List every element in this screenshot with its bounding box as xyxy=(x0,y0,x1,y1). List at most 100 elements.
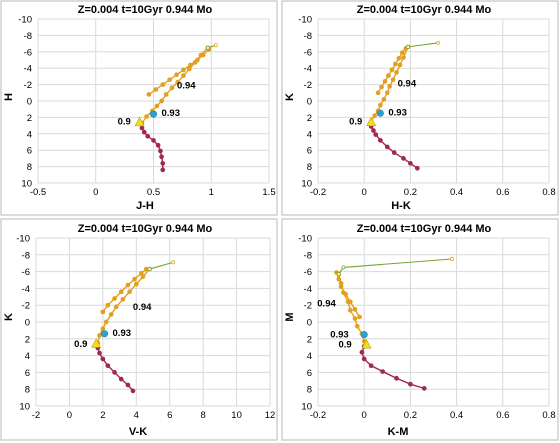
x-tick-label: 1 xyxy=(209,187,214,198)
data-point xyxy=(391,150,397,156)
data-point xyxy=(145,133,151,139)
x-tick-label: 4 xyxy=(134,410,139,421)
x-tick-label: 12 xyxy=(265,410,276,421)
data-point xyxy=(406,44,411,49)
data-point xyxy=(394,375,399,381)
y-tick-label: 8 xyxy=(27,162,32,173)
x-tick-label: 8 xyxy=(200,410,205,421)
y-tick-label: -10 xyxy=(18,15,32,26)
data-point xyxy=(160,160,166,166)
mass-label-093: 0.93 xyxy=(113,328,131,339)
data-point xyxy=(154,103,160,109)
data-point xyxy=(373,132,379,137)
data-point xyxy=(401,55,406,60)
mass-label-094: 0.94 xyxy=(398,79,417,90)
panel-frame xyxy=(0,0,278,216)
y-tick-label: -4 xyxy=(24,64,32,75)
x-tick-label: 0.6 xyxy=(496,187,509,198)
y-tick-label: -6 xyxy=(22,267,30,278)
x-tick-label: 0.8 xyxy=(542,410,555,421)
data-point xyxy=(382,78,388,84)
y-tick-label: 10 xyxy=(301,179,312,190)
y-tick-label: 6 xyxy=(307,146,312,157)
data-point xyxy=(354,323,360,329)
data-point xyxy=(386,73,391,78)
marker-09 xyxy=(366,116,377,127)
y-tick-label: -6 xyxy=(304,267,312,278)
data-point xyxy=(361,356,367,362)
x-tick-label: 0.8 xyxy=(542,187,555,198)
mass-label-09: 0.9 xyxy=(339,340,352,351)
x-tick-label: 0 xyxy=(362,410,367,421)
data-point xyxy=(118,289,124,295)
y-tick-label: 2 xyxy=(307,113,312,124)
data-point xyxy=(100,326,106,332)
y-tick-label: 0 xyxy=(25,318,30,329)
data-point xyxy=(379,84,384,90)
data-point xyxy=(396,56,402,61)
data-point xyxy=(100,356,106,362)
x-tick-label: 0 xyxy=(93,187,98,198)
data-point xyxy=(159,98,164,104)
data-point xyxy=(100,309,106,315)
data-point xyxy=(213,43,218,48)
data-point xyxy=(181,67,186,73)
data-point xyxy=(181,73,186,78)
y-tick-label: 4 xyxy=(27,129,32,140)
chart-title: Z=0.004 t=10Gyr 0.944 Mo xyxy=(357,223,492,235)
data-point xyxy=(141,129,147,135)
y-axis-title: H xyxy=(3,93,15,101)
y-tick-label: -6 xyxy=(24,47,32,58)
y-tick-label: 10 xyxy=(301,402,312,413)
data-point xyxy=(160,82,166,87)
y-tick-label: 4 xyxy=(307,351,312,362)
data-point xyxy=(158,148,163,154)
data-point xyxy=(118,376,124,382)
chart-panel-hk: Z=0.004 t=10Gyr 0.944 Mo H-K K -0.2 0 0.2 0… xyxy=(281,0,559,216)
x-tick-label: -0.2 xyxy=(310,410,326,421)
y-tick-label: 2 xyxy=(27,113,32,124)
data-point xyxy=(127,289,132,295)
data-point xyxy=(169,85,175,91)
data-point xyxy=(352,307,358,312)
x-tick-label: 0.4 xyxy=(450,410,463,421)
y-tick-label: -2 xyxy=(304,80,312,91)
y-tick-label: -8 xyxy=(24,31,32,42)
y-tick-label: 6 xyxy=(25,368,30,379)
mass-label-093: 0.93 xyxy=(330,330,349,341)
y-tick-label: -2 xyxy=(24,80,32,91)
mass-label-094: 0.94 xyxy=(133,302,152,313)
x-tick-label: 0.5 xyxy=(147,187,160,198)
y-tick-label: -2 xyxy=(22,301,30,312)
data-point xyxy=(378,102,383,108)
chart-panel-km: Z=0.004 t=10Gyr 0.944 Mo K-M M -0.2 0 0.2 0… xyxy=(281,218,559,441)
x-tick-label: 0.2 xyxy=(404,187,417,198)
data-point xyxy=(436,40,441,45)
y-axis-title: K xyxy=(284,93,296,101)
data-point xyxy=(372,113,377,119)
data-point xyxy=(343,291,349,297)
x-axis-title: K-M xyxy=(388,426,409,438)
y-tick-label: 6 xyxy=(307,368,312,379)
y-tick-label: 8 xyxy=(307,162,312,173)
chart-panel-vk: Z=0.004 t=10Gyr 0.944 Mo V-K K -2 0 2 4 6 8 10… xyxy=(0,218,278,441)
y-tick-label: -10 xyxy=(298,234,312,245)
data-point xyxy=(384,90,390,96)
data-point xyxy=(357,314,362,320)
y-tick-label: 10 xyxy=(21,179,32,190)
chart-title: Z=0.004 t=10Gyr 0.944 Mo xyxy=(78,223,213,235)
data-point xyxy=(105,302,111,308)
data-point xyxy=(120,296,126,302)
x-tick-label: 6 xyxy=(167,410,172,421)
data-point xyxy=(144,114,149,119)
data-point xyxy=(125,382,131,388)
data-point xyxy=(186,66,192,72)
y-tick-label: -10 xyxy=(16,234,30,245)
x-axis-title: H-K xyxy=(391,200,411,212)
y-tick-label: -6 xyxy=(304,47,312,58)
y-tick-label: 6 xyxy=(27,146,32,157)
data-point xyxy=(138,270,144,276)
data-point xyxy=(125,282,131,288)
y-tick-label: 2 xyxy=(25,334,30,345)
